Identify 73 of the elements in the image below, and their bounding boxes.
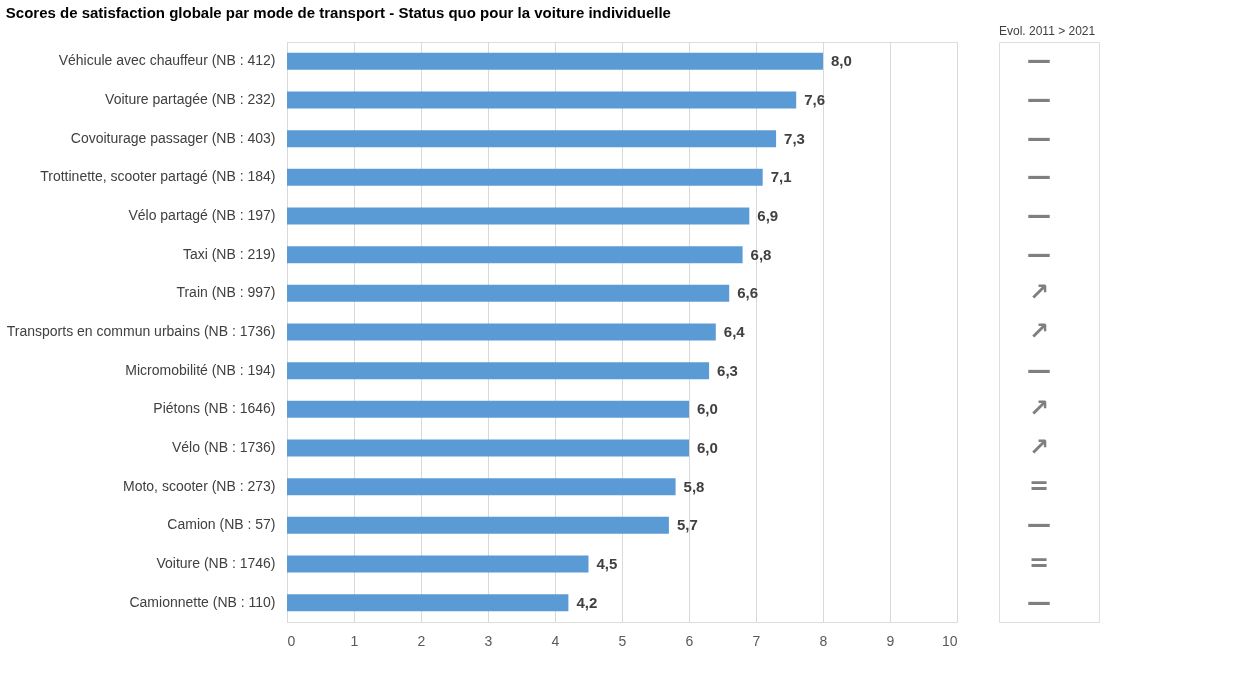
y-tick-label: Véhicule avec chauffeur (NB : 412): [58, 52, 276, 69]
y-tick-label: Micromobilité (NB : 194): [125, 361, 276, 378]
x-tick-label: 5: [618, 632, 627, 649]
text: —: [1027, 510, 1051, 539]
bar: [287, 91, 797, 109]
chart-title: Scores de satisfaction globale par mode de transport - Status quo pour la voiture individuelle: [5, 3, 671, 21]
y-tick-label: Covoiturage passager (NB : 403): [70, 129, 276, 146]
bar: [287, 478, 676, 496]
x-tick-label: 1: [350, 632, 359, 649]
x-tick-label: 0: [287, 632, 296, 649]
y-tick-label: Vélo partagé (NB : 197): [128, 207, 276, 223]
x-tick-label: 7: [752, 632, 761, 649]
text: ↗: [1028, 394, 1050, 423]
text: =: [1028, 549, 1050, 577]
bar: [287, 207, 750, 225]
data-label: 6,9: [757, 207, 779, 224]
bar: [287, 130, 777, 148]
bar: [287, 168, 763, 186]
bar: [287, 594, 569, 612]
bar: [287, 52, 823, 70]
data-label: 7,3: [784, 129, 805, 147]
data-label: 4,2: [576, 593, 598, 611]
data-label: 6,4: [723, 323, 746, 340]
text: —: [1027, 355, 1051, 384]
text: —: [1027, 46, 1051, 75]
bar: [287, 284, 730, 302]
text: —: [1027, 162, 1051, 191]
data-label: 4,5: [596, 555, 618, 572]
y-tick-label: Piétons (NB : 1646): [153, 400, 276, 417]
data-label: 5,7: [676, 516, 698, 534]
x-tick-label: 9: [886, 632, 895, 649]
bar: [287, 439, 689, 457]
text: ↗: [1028, 278, 1050, 307]
bar: [287, 516, 669, 534]
y-tick-label: Voiture partagée (NB : 232): [105, 91, 276, 107]
y-tick-label: Voiture (NB : 1746): [156, 555, 276, 571]
text: —: [1027, 239, 1051, 268]
text: ↗: [1028, 317, 1050, 345]
bar: [287, 555, 589, 573]
x-tick-label: 10: [941, 632, 958, 649]
y-tick-label: Transports en commun urbains (NB : 1736): [6, 323, 276, 339]
text: =: [1028, 471, 1050, 500]
y-tick-label: Camion (NB : 57): [167, 516, 276, 533]
y-tick-label: Taxi (NB : 219): [182, 245, 276, 262]
data-label: 6,3: [717, 361, 738, 379]
data-label: 5,8: [683, 477, 705, 495]
x-tick-label: 3: [484, 632, 493, 649]
x-tick-label: 2: [417, 632, 426, 649]
text: —: [1027, 587, 1051, 616]
bar: [287, 246, 743, 264]
text: Evol. 2011 > 2021: [999, 24, 1096, 38]
y-tick-label: Camionnette (NB : 110): [129, 593, 276, 610]
x-tick-label: 6: [685, 632, 694, 649]
y-tick-label: Vélo (NB : 1736): [172, 439, 276, 455]
text: —: [1027, 201, 1051, 229]
text: ↗: [1028, 433, 1050, 461]
data-label: 8,0: [831, 52, 852, 70]
text: —: [1027, 85, 1051, 113]
data-label: 6,6: [737, 284, 759, 302]
text: —: [1027, 123, 1051, 152]
bar: [287, 323, 716, 341]
y-tick-label: Moto, scooter (NB : 273): [122, 477, 276, 494]
y-tick-label: Trottinette, scooter partagé (NB : 184): [40, 168, 276, 185]
data-label: 6,8: [750, 245, 772, 263]
data-label: 7,6: [804, 91, 826, 108]
data-label: 7,1: [770, 168, 792, 186]
data-label: 6,0: [697, 439, 718, 456]
x-tick-label: 4: [551, 632, 560, 649]
data-label: 6,0: [697, 400, 718, 418]
bar: [287, 362, 710, 380]
x-tick-label: 8: [819, 632, 828, 649]
y-tick-label: Train (NB : 997): [176, 284, 276, 301]
bar: [287, 400, 689, 418]
